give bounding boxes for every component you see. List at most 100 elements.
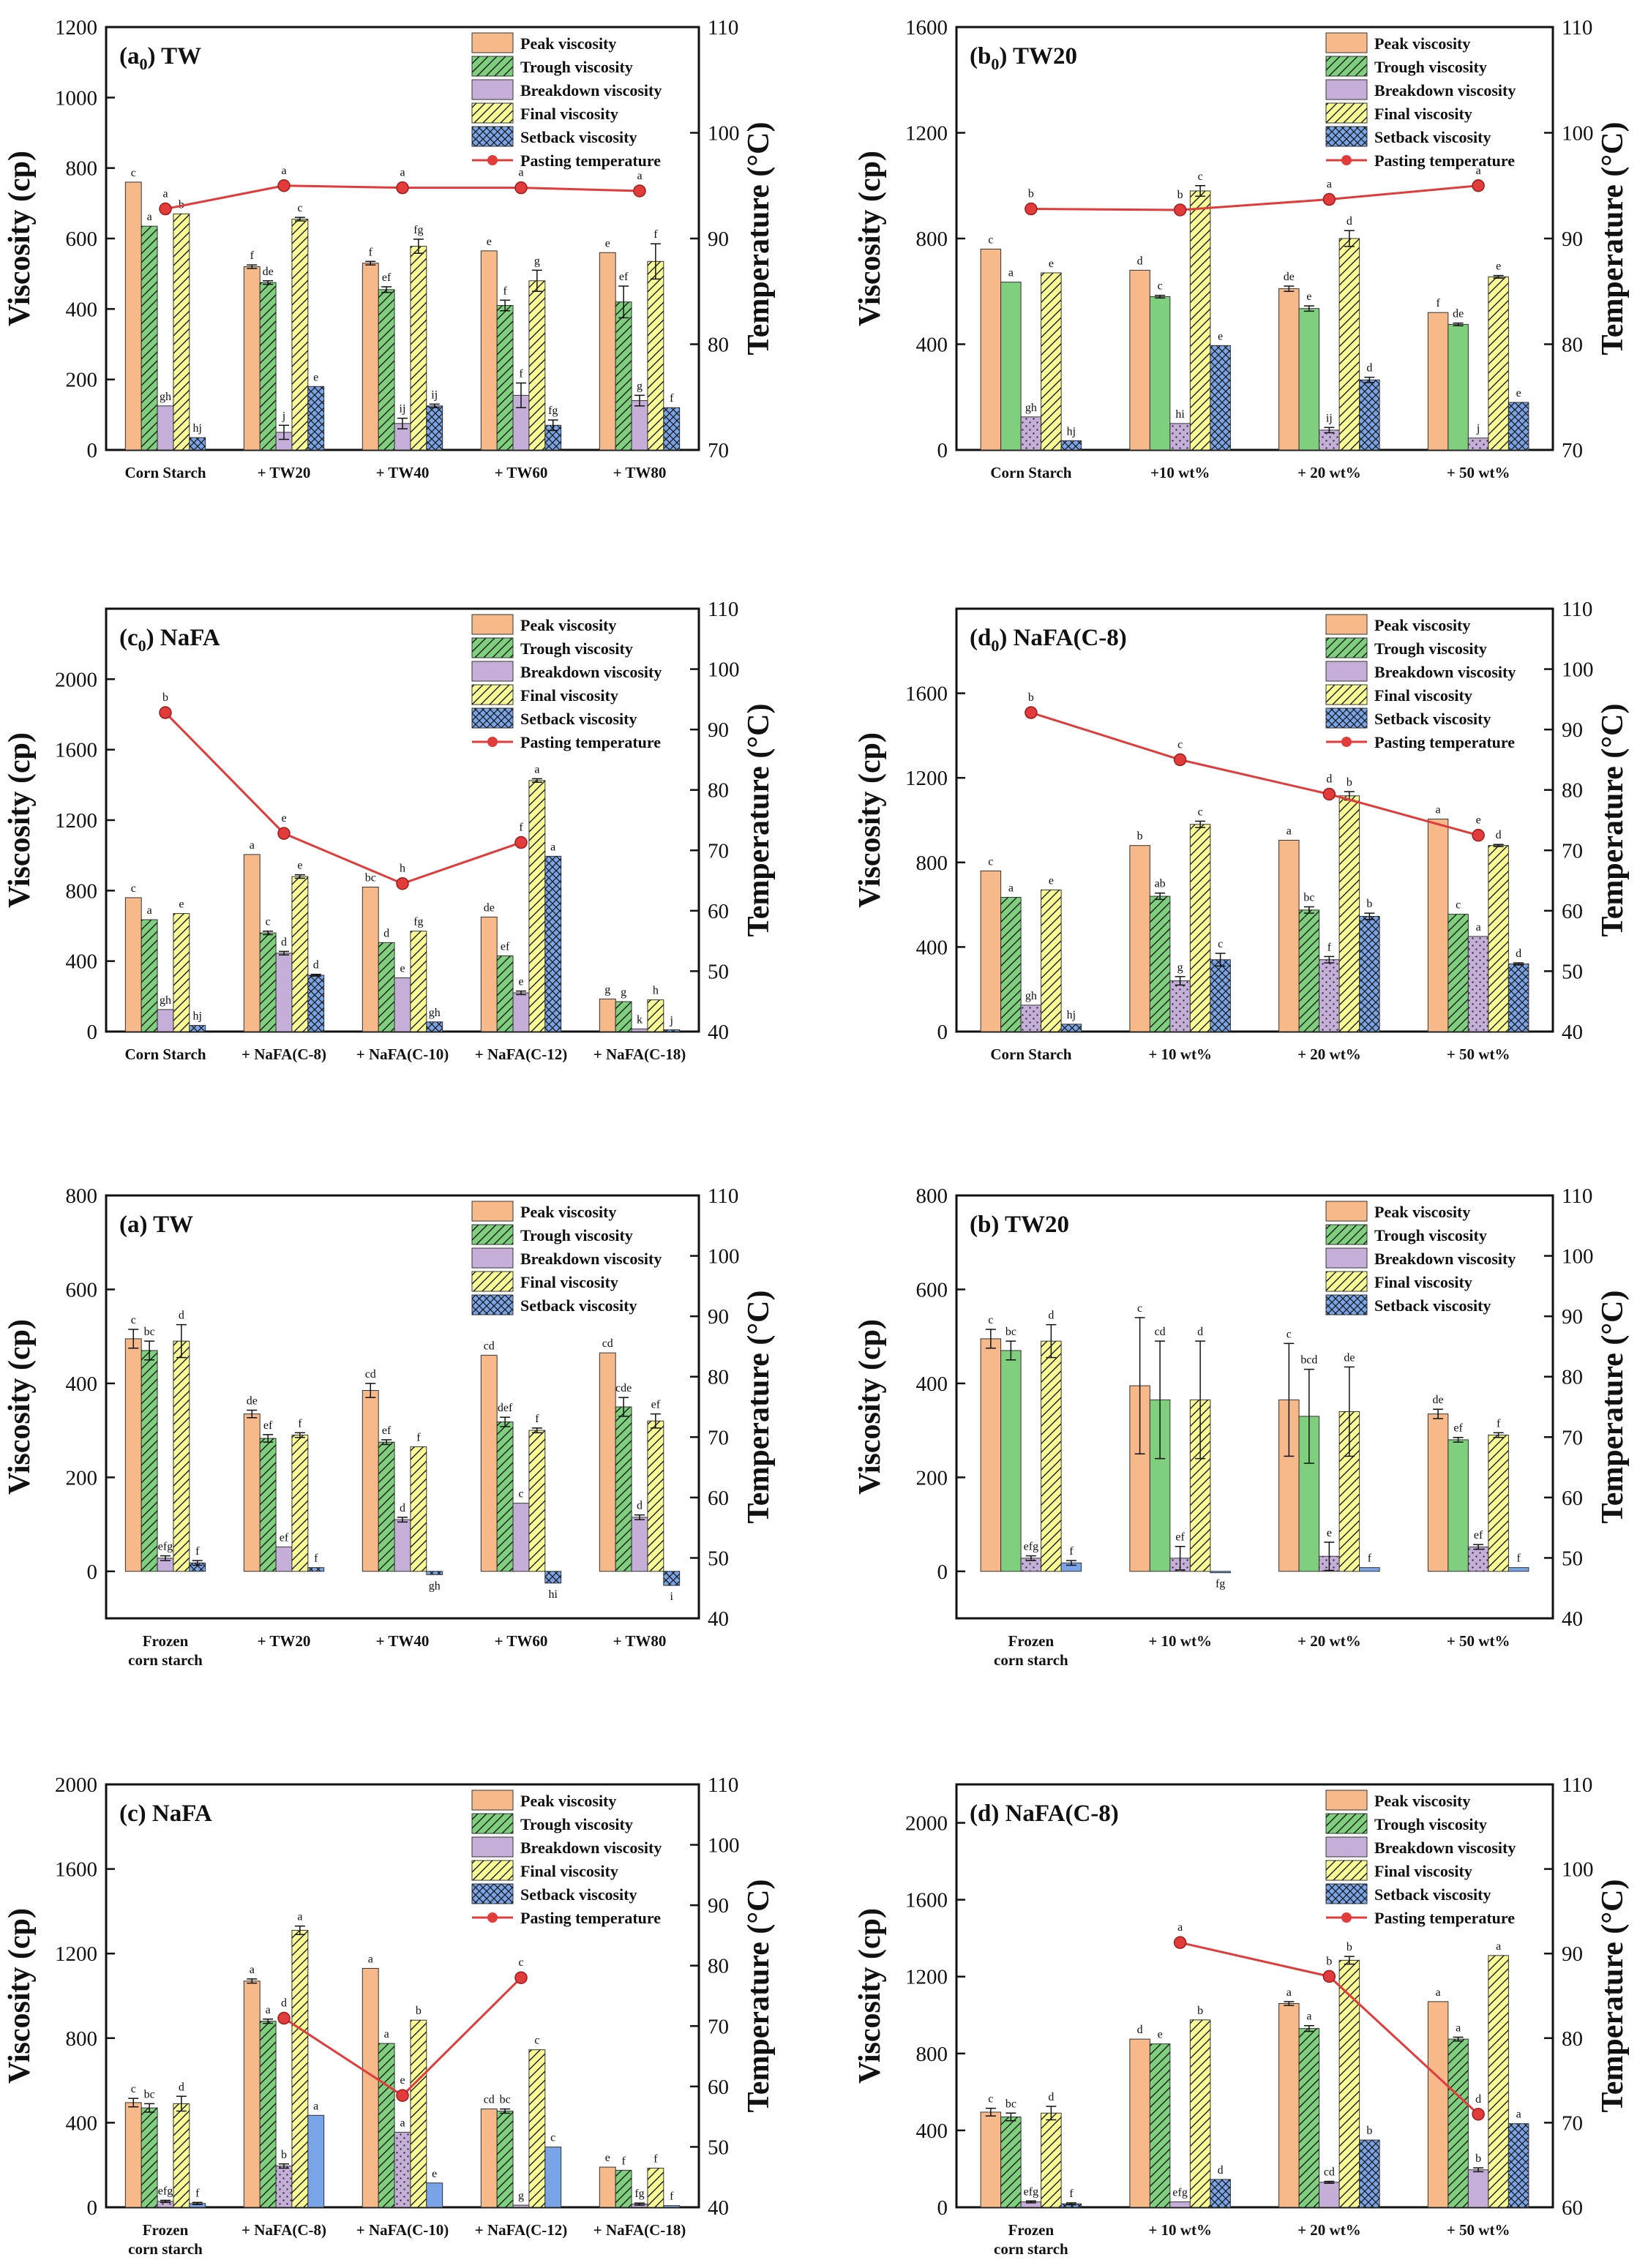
legend-pattern [472, 103, 513, 123]
y2-tick-label: 80 [708, 1366, 729, 1389]
pasting-temperature-point [1472, 179, 1485, 192]
significance-letter: a [297, 1911, 302, 1923]
y-tick-label: 800 [66, 157, 98, 181]
pasting-temperature-point [1025, 706, 1038, 719]
pasting-temperature-point [396, 181, 409, 195]
bar-peak [480, 2109, 498, 2208]
legend-label: Breakdown viscosity [1374, 1250, 1516, 1268]
legend-swatch [1325, 1247, 1368, 1269]
bar-peak [599, 252, 616, 451]
legend-pattern [472, 1860, 513, 1880]
significance-letter: b [1028, 188, 1034, 200]
bar-trough [1447, 323, 1469, 451]
legend-label: Final viscosity [520, 1273, 618, 1291]
legend-pattern [472, 56, 513, 76]
significance-letter: c [988, 1314, 993, 1326]
legend-label: Trough viscosity [1374, 1226, 1487, 1244]
bar-pattern [1319, 429, 1340, 450]
legend-swatch [1325, 79, 1368, 100]
category-label: + 20 wt% [1297, 2221, 1361, 2239]
bar-pattern [1041, 890, 1062, 1032]
bar-peak [243, 1980, 261, 2208]
legend-swatch [471, 1836, 514, 1858]
category-label: + NaFA(C-10) [356, 1045, 449, 1063]
significance-letter: bc [1303, 891, 1314, 904]
bar-peak [1129, 845, 1150, 1032]
bar-setback [426, 2182, 443, 2208]
legend-label: Setback viscosity [1374, 1885, 1491, 1904]
significance-letter: c [988, 2093, 993, 2106]
legend-label: Pasting temperature [1374, 151, 1515, 170]
significance-letter: ef [280, 1531, 289, 1544]
bar-trough [1000, 282, 1022, 451]
significance-letter: b [1347, 776, 1352, 789]
pasting-temperature-point [1322, 1970, 1336, 1983]
y-axis-title: Viscosity (cp) [853, 732, 887, 908]
bar-peak [1427, 2001, 1449, 2208]
bar-pattern [528, 1430, 545, 1572]
significance-letter: c [518, 1956, 523, 1969]
significance-letter: c [297, 202, 302, 214]
y2-tick-label: 110 [708, 1184, 738, 1208]
plot-frame [105, 1194, 700, 1620]
legend-label: Pasting temperature [1374, 733, 1515, 751]
legend-pattern [472, 127, 513, 146]
legend-label: Breakdown viscosity [520, 663, 662, 681]
significance-letter: gh [429, 1007, 441, 1019]
pasting-temperature-point [159, 706, 172, 719]
bar-breakdown [631, 400, 648, 451]
significance-letter: ij [431, 388, 438, 401]
bar-breakdown [512, 1503, 530, 1572]
significance-letter: bc [1005, 2098, 1016, 2110]
category-label: + TW60 [495, 1632, 548, 1650]
bar-pattern [1299, 909, 1319, 1032]
significance-letter: h [400, 863, 405, 875]
legend-label: Breakdown viscosity [1374, 81, 1516, 99]
significance-letter: a [1476, 921, 1481, 934]
significance-letter: b [1137, 830, 1143, 843]
y2-tick-label: 80 [708, 334, 729, 357]
bar-pattern [1508, 964, 1529, 1032]
significance-letter: efg [158, 1541, 173, 1553]
significance-letter: c [988, 855, 993, 868]
pasting-temperature-point [277, 827, 291, 840]
significance-letter: e [605, 2152, 610, 2164]
plot-frame [955, 607, 1554, 1033]
y2-tick-label: 60 [1562, 900, 1583, 923]
chart-panel-7: 0 400 800 1200 1600 2000 60 70 80 90 100 110 Viscosi… [853, 1773, 1630, 2258]
y-axis-title: Viscosity (cp) [853, 151, 887, 326]
significance-letter: a [1496, 1940, 1501, 1953]
y-tick-label: 1200 [905, 122, 948, 146]
bar-trough [1447, 1439, 1469, 1572]
significance-letter: bc [365, 872, 376, 885]
significance-letter: de [1453, 308, 1464, 320]
bar-pattern [1190, 190, 1210, 450]
bar-peak [480, 250, 498, 451]
legend-label: Setback viscosity [520, 128, 637, 146]
y-tick-label: 800 [916, 2043, 948, 2066]
significance-letter: a [550, 841, 555, 853]
bar-pattern [378, 1442, 395, 1572]
significance-letter: d [1137, 2024, 1143, 2036]
y2-tick-label: 90 [708, 1305, 729, 1329]
significance-letter: f [416, 1432, 421, 1444]
significance-letter: d [281, 936, 287, 948]
bar-pattern [260, 1438, 277, 1572]
bar-pattern [307, 1567, 324, 1572]
significance-letter: b [1197, 2005, 1203, 2017]
y2-tick-label: 110 [708, 598, 738, 621]
y-tick-label: 600 [66, 228, 98, 251]
y-tick-label: 1200 [905, 1966, 948, 1989]
y-axis-title: Viscosity (cp) [853, 1319, 887, 1495]
significance-letter: c [266, 916, 271, 928]
category-label: Frozen [1008, 1632, 1055, 1650]
bar-pattern [1488, 1435, 1509, 1572]
bar-pattern [647, 1421, 664, 1572]
bar-pattern [141, 2108, 158, 2207]
y2-tick-label: 110 [1562, 1773, 1592, 1797]
legend-label: Setback viscosity [1374, 128, 1491, 146]
bar-pattern [497, 1422, 514, 1572]
category-label: + TW60 [495, 464, 548, 481]
significance-letter: f [250, 249, 255, 262]
bar-breakdown [512, 992, 530, 1032]
